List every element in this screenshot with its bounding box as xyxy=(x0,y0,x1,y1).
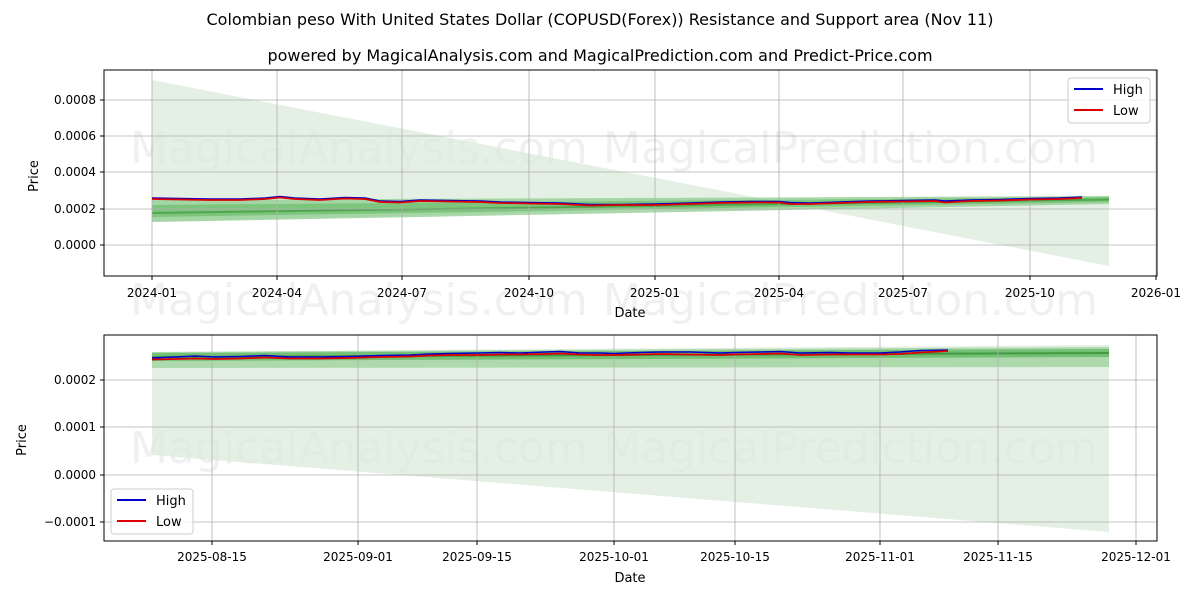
top-ytick: 0.0006 xyxy=(54,129,96,143)
top-xtick: 2024-10 xyxy=(504,286,554,300)
top-xlabel: Date xyxy=(614,306,645,321)
top-ytick: 0.0002 xyxy=(54,202,96,216)
low-line-bottom xyxy=(151,350,949,361)
bottom-xtick: 2025-11-01 xyxy=(845,550,915,564)
legend-high-label: High xyxy=(1113,83,1143,98)
top-xtick: 2026-01 xyxy=(1131,286,1181,300)
bottom-xtick: 2025-08-15 xyxy=(177,550,247,564)
bottom-chart: MagicalAnalysis.com MagicalPrediction.co… xyxy=(15,334,1171,586)
bottom-ylabel: Price xyxy=(15,424,30,456)
bottom-xtick: 2025-09-01 xyxy=(323,550,393,564)
bottom-xtick: 2025-12-01 xyxy=(1101,550,1171,564)
high-line-bottom xyxy=(151,349,949,359)
top-ytick: 0.0008 xyxy=(54,93,96,107)
bottom-ytick: 0.0002 xyxy=(54,373,96,387)
top-legend: High Low xyxy=(1067,77,1151,124)
top-grid xyxy=(104,70,1157,276)
top-xtick: 2024-07 xyxy=(377,286,427,300)
top-ytick: 0.0004 xyxy=(54,165,96,179)
bottom-xtick: 2025-10-01 xyxy=(579,550,649,564)
low-line-top xyxy=(151,196,1083,207)
legend-high-label: High xyxy=(156,494,186,509)
bottom-ytick: 0.0000 xyxy=(54,468,96,482)
bottom-xlabel: Date xyxy=(614,571,645,586)
bottom-xtick: 2025-11-15 xyxy=(963,550,1033,564)
top-xtick: 2024-01 xyxy=(127,286,177,300)
top-axes-frame xyxy=(103,69,1158,277)
top-chart: MagicalAnalysis.com MagicalPrediction.co… xyxy=(27,69,1181,326)
legend-low-label: Low xyxy=(1113,104,1139,119)
chart-subtitle: powered by MagicalAnalysis.com and Magic… xyxy=(267,46,933,65)
watermark-analysis-2: MagicalAnalysis.com xyxy=(130,275,588,326)
legend-low-label: Low xyxy=(156,515,182,530)
resistance-support-outer-band xyxy=(152,80,1109,266)
watermark-prediction-2: MagicalPrediction.com xyxy=(603,275,1098,326)
bottom-grid xyxy=(104,335,1157,541)
top-xtick: 2025-10 xyxy=(1005,286,1055,300)
high-line-top xyxy=(151,195,1083,206)
top-xtick: 2025-01 xyxy=(630,286,680,300)
resistance-support-outer-band-bottom xyxy=(152,345,1109,532)
bottom-ytick: 0.0001 xyxy=(54,420,96,434)
bottom-ytick: −0.0001 xyxy=(44,515,96,529)
bottom-axes-frame xyxy=(103,334,1158,542)
bottom-xtick: 2025-10-15 xyxy=(700,550,770,564)
top-ytick: 0.0000 xyxy=(54,238,96,252)
top-ylabel: Price xyxy=(27,160,42,192)
bottom-xtick: 2025-09-15 xyxy=(442,550,512,564)
chart-title: Colombian peso With United States Dollar… xyxy=(206,10,994,29)
top-xtick: 2024-04 xyxy=(252,286,302,300)
bottom-legend: High Low xyxy=(110,488,194,535)
watermark-prediction: MagicalPrediction.com xyxy=(603,123,1098,174)
top-xtick: 2025-07 xyxy=(878,286,928,300)
top-xtick: 2025-04 xyxy=(754,286,804,300)
